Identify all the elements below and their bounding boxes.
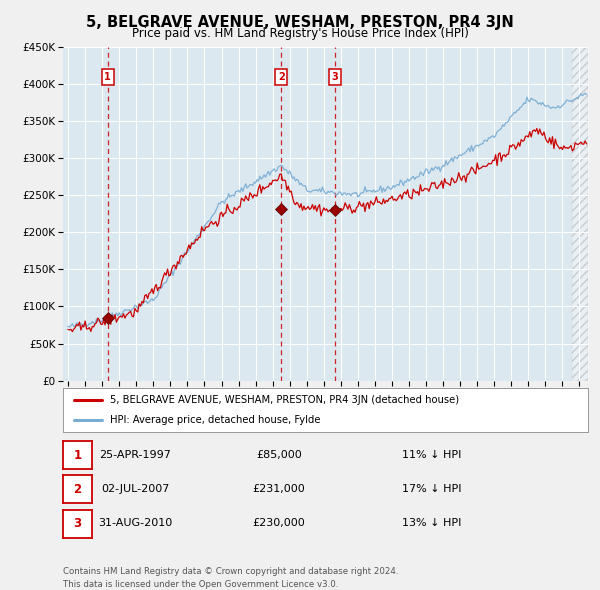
Text: This data is licensed under the Open Government Licence v3.0.: This data is licensed under the Open Gov… [63,580,338,589]
Text: £230,000: £230,000 [253,519,305,528]
Text: 11% ↓ HPI: 11% ↓ HPI [403,450,461,460]
Text: 5, BELGRAVE AVENUE, WESHAM, PRESTON, PR4 3JN: 5, BELGRAVE AVENUE, WESHAM, PRESTON, PR4… [86,15,514,30]
Text: £85,000: £85,000 [256,450,302,460]
Text: 3: 3 [73,517,82,530]
Text: 25-APR-1997: 25-APR-1997 [99,450,171,460]
Text: 3: 3 [332,72,338,82]
Text: 17% ↓ HPI: 17% ↓ HPI [402,484,462,494]
Text: 1: 1 [73,449,82,462]
Text: 13% ↓ HPI: 13% ↓ HPI [403,519,461,528]
Text: Contains HM Land Registry data © Crown copyright and database right 2024.: Contains HM Land Registry data © Crown c… [63,567,398,576]
Text: 1: 1 [104,72,111,82]
Text: 2: 2 [73,483,82,496]
Text: 31-AUG-2010: 31-AUG-2010 [98,519,172,528]
Text: 5, BELGRAVE AVENUE, WESHAM, PRESTON, PR4 3JN (detached house): 5, BELGRAVE AVENUE, WESHAM, PRESTON, PR4… [110,395,460,405]
Text: HPI: Average price, detached house, Fylde: HPI: Average price, detached house, Fyld… [110,415,321,425]
Text: 02-JUL-2007: 02-JUL-2007 [101,484,169,494]
Text: 2: 2 [278,72,284,82]
Text: £231,000: £231,000 [253,484,305,494]
Text: Price paid vs. HM Land Registry's House Price Index (HPI): Price paid vs. HM Land Registry's House … [131,27,469,40]
